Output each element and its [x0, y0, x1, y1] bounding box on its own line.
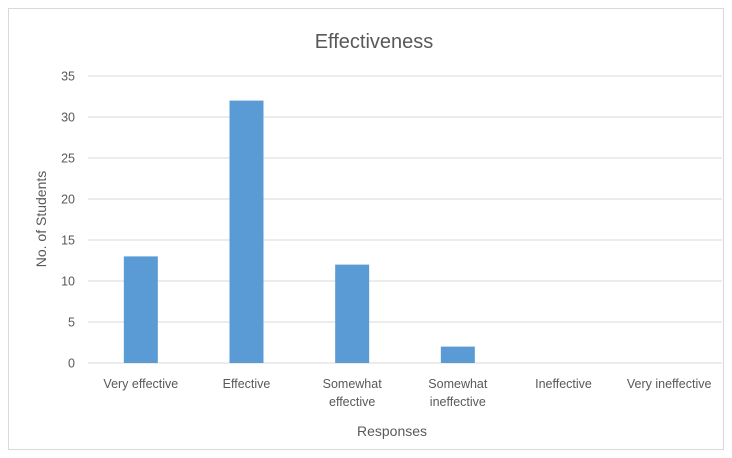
y-tick-label: 35: [61, 70, 75, 84]
x-tick-label: Ineffective: [535, 377, 592, 391]
chart-frame: [8, 8, 724, 450]
bar: [229, 100, 264, 363]
x-tick-label: Somewhat: [323, 377, 383, 391]
y-tick-label: 30: [61, 111, 75, 125]
bar: [335, 264, 370, 363]
y-tick-label: 15: [61, 234, 75, 248]
x-tick-label: Very effective: [103, 377, 178, 391]
x-tick-label: Somewhat: [428, 377, 488, 391]
chart-title: Effectiveness: [315, 31, 434, 53]
bars: [123, 100, 475, 363]
y-tick-label: 0: [68, 357, 75, 371]
x-axis-label: Responses: [357, 423, 427, 439]
gridlines: [88, 75, 722, 364]
y-axis-ticks: 0 5 10 15 20 25 30 35: [61, 70, 75, 371]
y-tick-label: 20: [61, 193, 75, 207]
y-axis-label: No. of Students: [33, 171, 49, 268]
x-tick-label: effective: [329, 395, 375, 409]
x-tick-label: Effective: [223, 377, 271, 391]
y-tick-label: 25: [61, 152, 75, 166]
y-tick-label: 10: [61, 275, 75, 289]
x-axis-categories: Very effective Effective Somewhat effective…: [103, 377, 711, 409]
x-tick-label: Very ineffective: [627, 377, 712, 391]
bar: [440, 346, 475, 363]
y-tick-label: 5: [68, 316, 75, 330]
bar: [123, 256, 158, 363]
x-tick-label: ineffective: [430, 395, 486, 409]
